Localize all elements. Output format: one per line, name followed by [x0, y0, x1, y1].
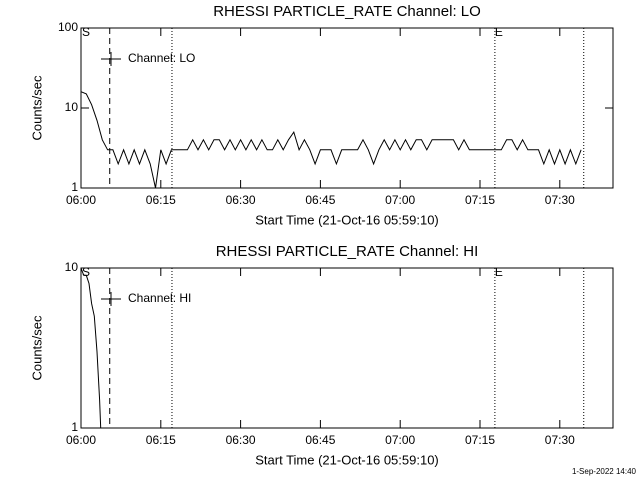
chart-title: RHESSI PARTICLE_RATE Channel: HI: [216, 243, 479, 260]
x-tick-label: 06:15: [146, 433, 176, 447]
end-label: E: [495, 25, 503, 39]
y-tick-label: 1: [71, 420, 78, 434]
x-tick-label: 06:15: [146, 193, 176, 207]
x-tick-label: 07:00: [385, 193, 415, 207]
x-tick-label: 07:15: [465, 193, 495, 207]
start-label: S: [82, 25, 90, 39]
x-tick-label: 06:00: [66, 433, 96, 447]
x-tick-label: 06:30: [226, 433, 256, 447]
end-label: E: [495, 265, 503, 279]
plot-frame: [80, 267, 614, 429]
x-tick-label: 06:30: [226, 193, 256, 207]
data-line: [80, 91, 582, 189]
y-tick-label: 100: [58, 20, 78, 34]
start-label: S: [82, 265, 90, 279]
x-tick-label: 07:15: [465, 433, 495, 447]
x-tick-label: 07:30: [545, 433, 575, 447]
x-tick-label: 07:00: [385, 433, 415, 447]
legend-label: Channel: HI: [128, 291, 191, 305]
y-axis-label: Counts/sec: [29, 75, 44, 141]
x-axis-label: Start Time (21-Oct-16 05:59:10): [255, 212, 439, 227]
x-tick-label: 06:45: [305, 433, 335, 447]
x-tick-label: 06:00: [66, 193, 96, 207]
legend-label: Channel: LO: [128, 51, 195, 65]
y-axis-label: Counts/sec: [29, 315, 44, 381]
chart-title: RHESSI PARTICLE_RATE Channel: LO: [213, 3, 481, 20]
footer: 1-Sep-2022 14:40: [572, 467, 637, 476]
data-line: [80, 267, 102, 429]
y-tick-label: 1: [71, 180, 78, 194]
y-tick-label: 10: [65, 260, 79, 274]
x-tick-label: 06:45: [305, 193, 335, 207]
x-axis-label: Start Time (21-Oct-16 05:59:10): [255, 452, 439, 467]
x-tick-label: 07:30: [545, 193, 575, 207]
y-tick-label: 10: [65, 100, 79, 114]
